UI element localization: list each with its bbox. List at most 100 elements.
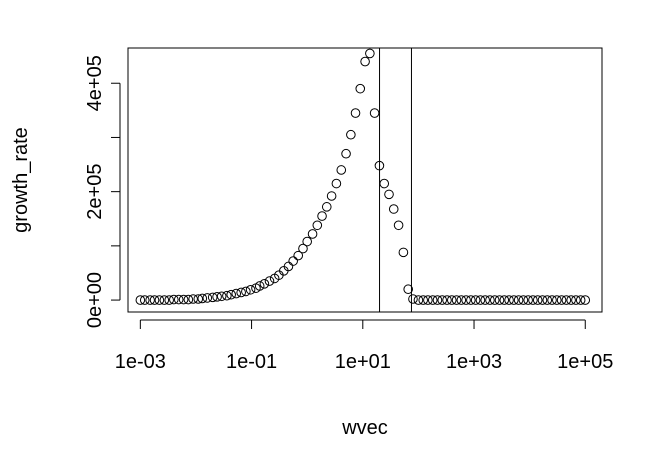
data-point	[245, 284, 256, 295]
data-point	[494, 295, 505, 305]
data-point	[355, 83, 366, 94]
data-point	[504, 295, 514, 305]
data-point	[149, 295, 160, 305]
data-point	[226, 289, 236, 300]
data-point	[403, 284, 413, 295]
x-tick-label: 1e+05	[557, 351, 613, 373]
data-point	[408, 294, 418, 304]
data-point	[241, 286, 251, 297]
data-point	[537, 295, 548, 305]
data-point	[461, 295, 471, 305]
data-point	[571, 295, 581, 305]
data-point	[173, 294, 184, 305]
x-tick-label: 1e-03	[115, 351, 166, 373]
data-point	[413, 295, 424, 305]
data-point	[236, 287, 246, 298]
x-tick-label: 1e-01	[226, 351, 277, 373]
data-point	[423, 295, 433, 305]
data-point	[321, 202, 332, 212]
data-point	[288, 256, 298, 266]
data-point	[197, 293, 208, 304]
data-point	[169, 294, 179, 305]
reference-lines	[379, 48, 412, 312]
data-point	[216, 291, 227, 302]
data-point	[283, 261, 294, 272]
data-point	[317, 211, 327, 221]
data-point	[293, 250, 304, 261]
data-point	[451, 295, 462, 305]
data-point	[475, 295, 486, 305]
data-point	[480, 295, 490, 305]
data-point	[580, 295, 591, 305]
data-point	[418, 295, 429, 305]
data-point	[513, 295, 524, 305]
data-point	[456, 295, 467, 305]
data-point	[222, 290, 232, 301]
data-point	[547, 295, 557, 305]
data-point	[326, 191, 337, 201]
data-point	[561, 295, 572, 305]
data-point	[312, 220, 323, 231]
data-point	[379, 178, 390, 189]
x-axis-label: wvec	[341, 417, 388, 439]
data-point	[193, 294, 204, 304]
data-point	[528, 295, 538, 305]
data-point	[254, 281, 265, 291]
data-point	[202, 293, 213, 303]
data-point	[575, 295, 586, 305]
data-point	[470, 295, 481, 305]
y-tick-label: 0e+00	[84, 272, 106, 328]
data-point	[398, 247, 409, 258]
data-point	[384, 189, 394, 200]
data-point	[532, 295, 543, 305]
data-point	[542, 295, 553, 305]
data-point	[164, 295, 174, 305]
data-point	[427, 295, 438, 305]
data-point	[388, 204, 399, 214]
y-axis-label: growth_rate	[10, 127, 32, 233]
data-point	[341, 148, 351, 159]
data-point	[139, 295, 150, 305]
data-point	[485, 295, 495, 305]
data-point	[393, 220, 404, 231]
data-point	[178, 294, 189, 305]
data-point	[566, 295, 576, 305]
plot-frame	[127, 47, 603, 313]
data-point	[154, 295, 165, 305]
data-point	[523, 295, 533, 305]
data-point	[302, 236, 312, 247]
data-point	[369, 108, 380, 118]
data-point	[159, 295, 170, 305]
data-point	[145, 295, 155, 305]
data-point	[336, 165, 347, 175]
data-point	[259, 279, 270, 289]
data-point	[307, 229, 318, 239]
data-point	[183, 294, 194, 305]
y-tick-label: 2e+05	[84, 164, 106, 220]
data-point	[446, 295, 457, 305]
data-point	[365, 48, 375, 59]
data-point	[489, 295, 500, 305]
y-axis: 0e+00 2e+05 4e+05	[84, 55, 121, 328]
data-point	[212, 292, 222, 302]
data-point	[437, 295, 448, 305]
data-point	[442, 295, 452, 305]
data-point	[264, 276, 275, 286]
data-point	[188, 294, 198, 304]
x-axis: 1e-03 1e-01 1e+01 1e+03 1e+05	[115, 319, 613, 373]
x-tick-label: 1e+03	[446, 351, 502, 373]
data-point	[360, 56, 370, 67]
data-point	[552, 295, 562, 305]
data-point	[350, 108, 361, 118]
data-point	[331, 178, 342, 189]
y-tick-label: 4e+05	[84, 55, 106, 111]
x-tick-label: 1e+01	[335, 351, 391, 373]
data-point	[556, 295, 567, 305]
data-point	[346, 129, 356, 140]
data-point	[298, 243, 308, 254]
data-points	[135, 48, 591, 305]
data-point	[509, 295, 519, 305]
data-point	[374, 160, 385, 171]
data-point	[432, 295, 443, 305]
